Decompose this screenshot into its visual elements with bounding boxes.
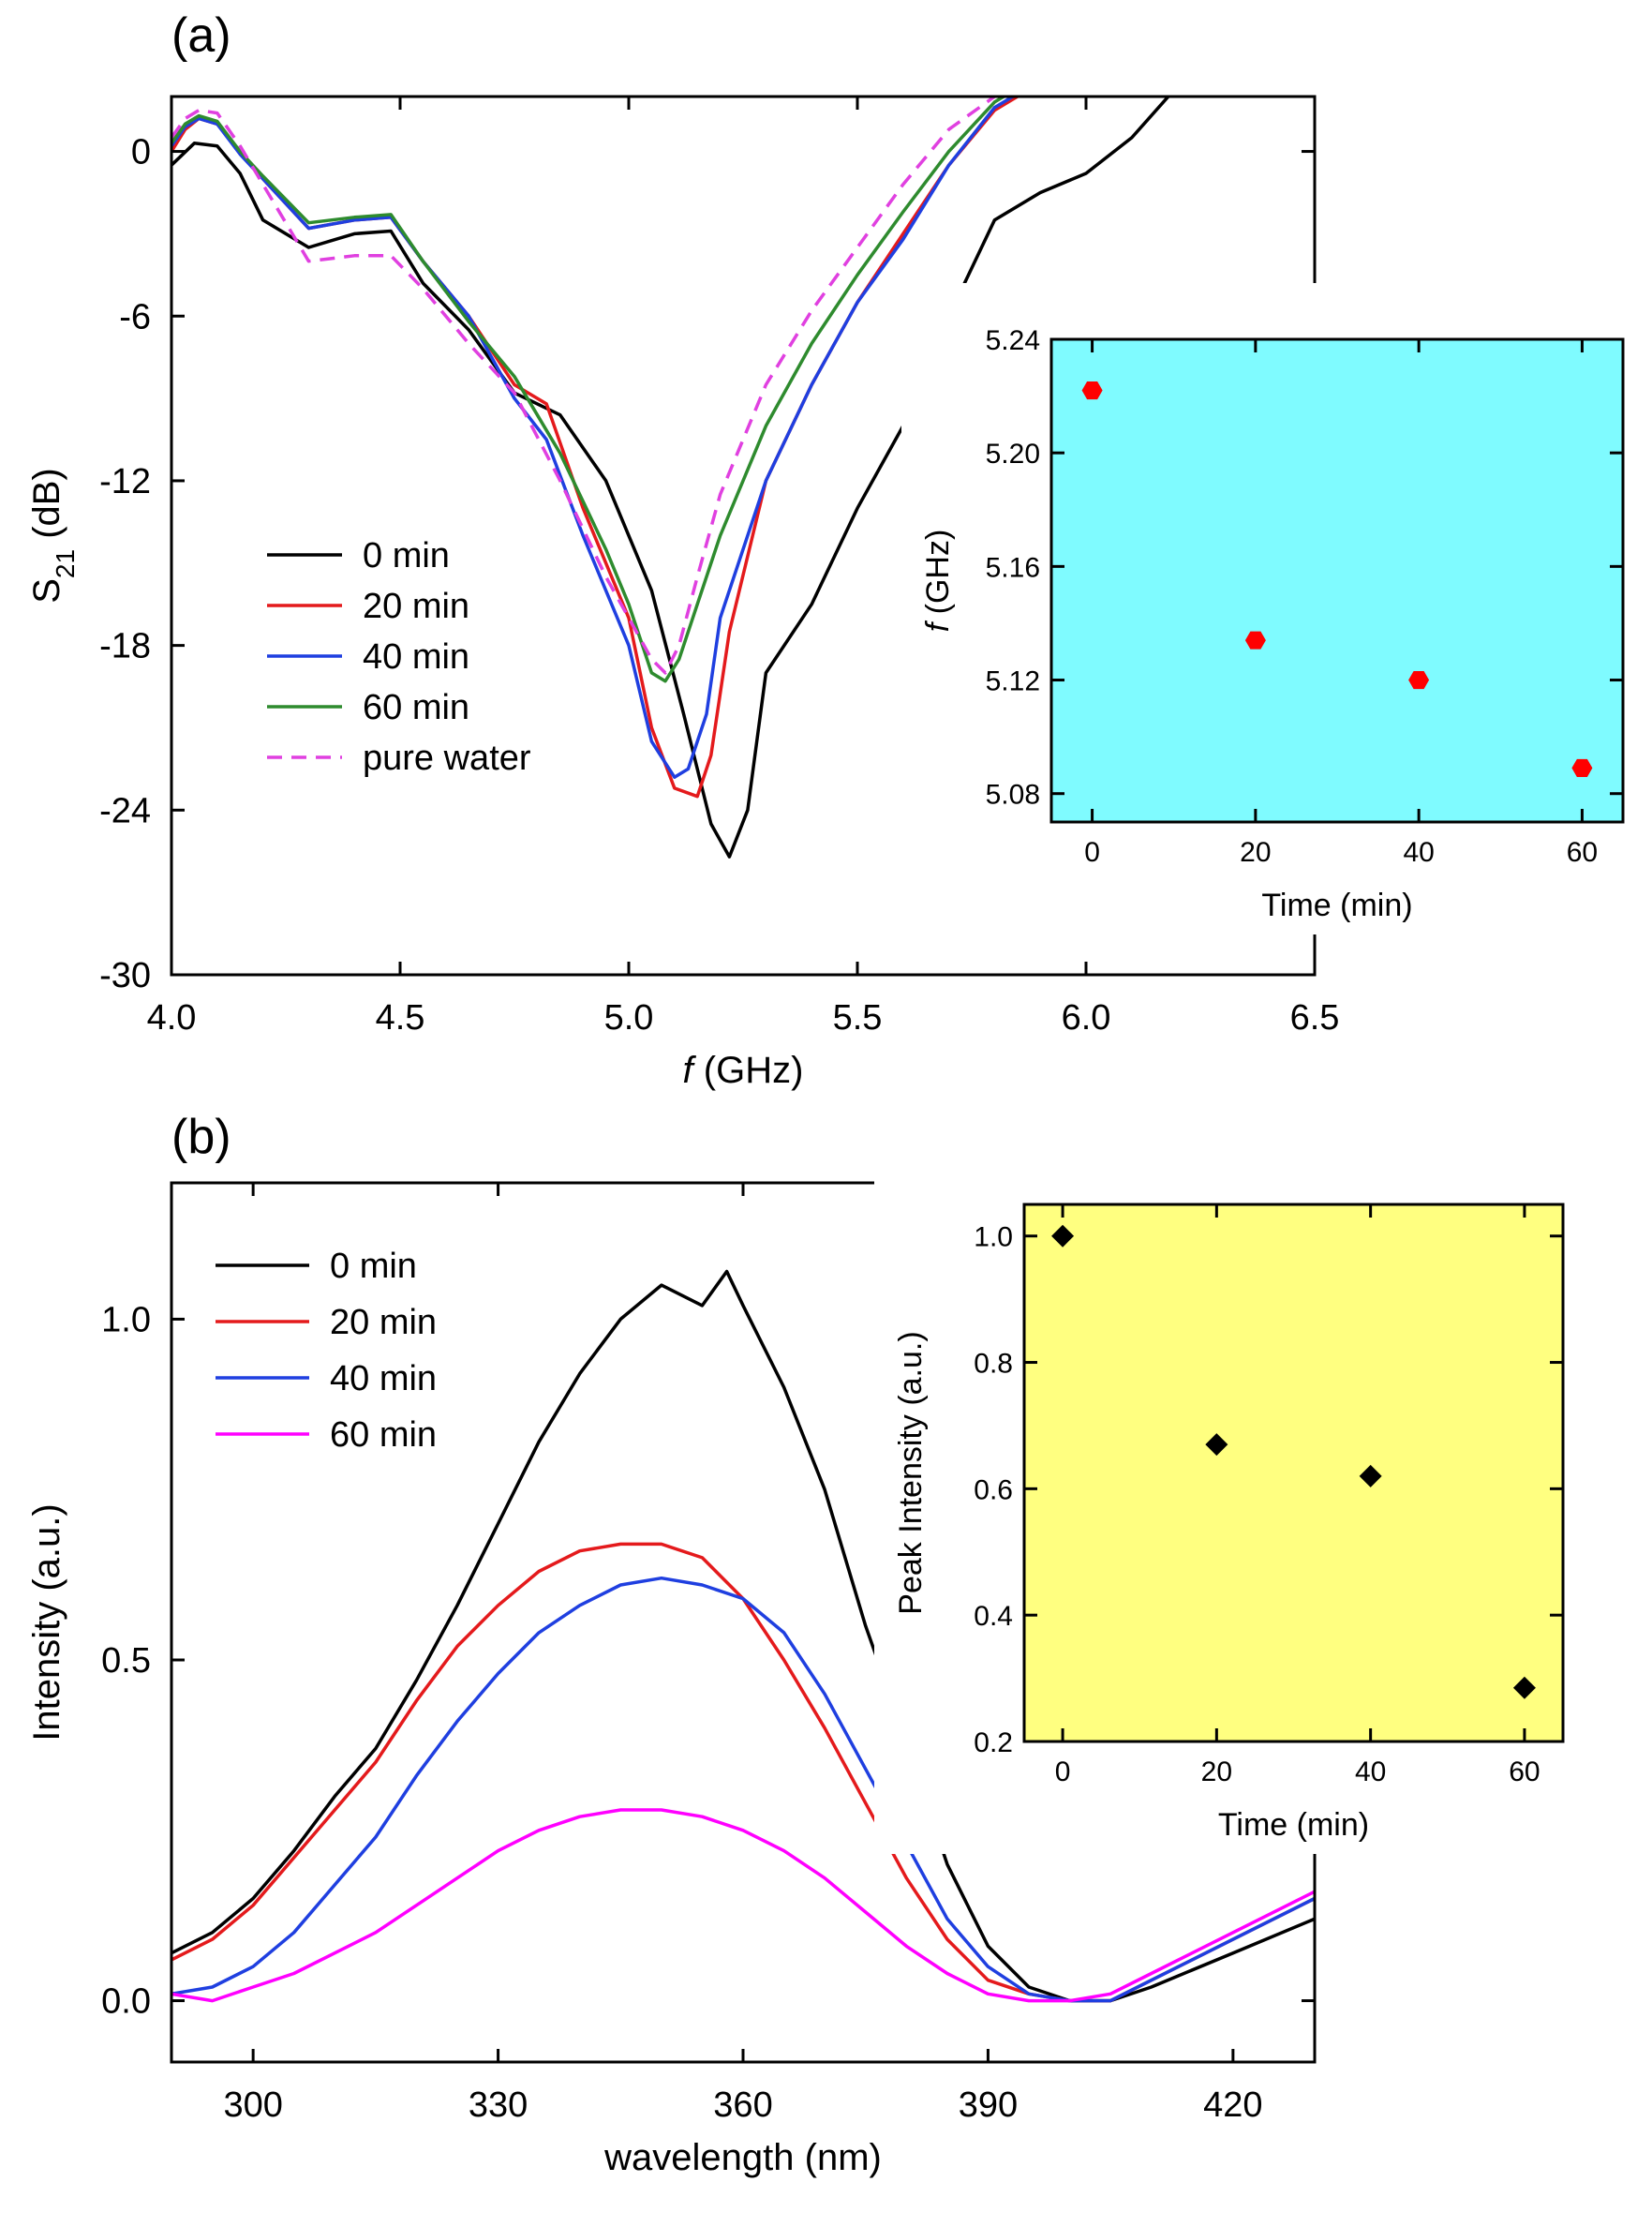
x-tick-label: 20 bbox=[1201, 1756, 1232, 1787]
x-tick-label: 40 bbox=[1355, 1756, 1386, 1787]
inset-point bbox=[1571, 758, 1593, 777]
series-group bbox=[171, 1269, 1315, 2003]
legend-label: 60 min bbox=[330, 1415, 437, 1455]
x-tick-label: 60 bbox=[1509, 1756, 1540, 1787]
y-tick-label: 5.12 bbox=[986, 666, 1040, 697]
panel-label: (a) bbox=[171, 8, 231, 63]
x-tick-label: 20 bbox=[1240, 837, 1271, 868]
x-tick-label: 0 bbox=[1055, 1756, 1071, 1787]
legend-label: 20 min bbox=[363, 587, 469, 626]
x-axis-label: wavelength (nm) bbox=[603, 2137, 882, 2178]
x-tick-label: 360 bbox=[713, 2085, 772, 2125]
y-tick-label: 0.2 bbox=[974, 1727, 1013, 1758]
x-tick-label: 420 bbox=[1203, 2085, 1262, 2125]
inset-y-axis-label: f (GHz) bbox=[920, 530, 956, 633]
inset-frame bbox=[1022, 1203, 1565, 1743]
inset-frame bbox=[1049, 337, 1625, 824]
y-tick-label: 0.4 bbox=[974, 1601, 1013, 1632]
y-tick-label: 0.6 bbox=[974, 1474, 1013, 1505]
inset-y-axis-label-rest: (GHz) bbox=[920, 530, 956, 623]
y-tick-label: 5.24 bbox=[986, 325, 1040, 356]
x-tick-label: 5.0 bbox=[604, 998, 654, 1038]
legend: 0 min 20 min 40 min 60 min bbox=[216, 1247, 437, 1455]
legend-label: 40 min bbox=[330, 1359, 437, 1398]
series-line-60-min bbox=[171, 1808, 1315, 2003]
y-tick-label: 0 bbox=[131, 133, 151, 172]
panel-label: (b) bbox=[171, 1110, 231, 1164]
panel-a: (a) 4.0 4.5 5.0 5.5 6.0 6.5 0 -6 -12 -18 -24 -30 f (G… bbox=[26, 8, 1652, 1091]
series-line-0-min bbox=[171, 97, 1170, 859]
y-tick-label: 1.0 bbox=[101, 1300, 151, 1339]
series-line-40-min bbox=[171, 97, 1014, 779]
y-tick-label: 5.08 bbox=[986, 780, 1040, 811]
y-axis-label: Intensity (a.u.) bbox=[26, 1503, 67, 1741]
panel-b: (b) 300 330 360 390 420 0.0 0.5 1.0 wavelength (n… bbox=[26, 1110, 1600, 2178]
x-axis-label: f (GHz) bbox=[683, 1050, 804, 1091]
x-tick-label: 5.5 bbox=[833, 998, 883, 1038]
y-axis-label-sub: 21 bbox=[51, 549, 80, 578]
y-axis-label-rest: (dB) bbox=[26, 468, 67, 549]
series-line-0-min bbox=[171, 1269, 1315, 2003]
inset-x-axis-label: Time (min) bbox=[1218, 1807, 1369, 1843]
x-tick-label: 4.5 bbox=[376, 998, 425, 1038]
y-tick-label: 5.20 bbox=[986, 439, 1040, 470]
legend-label: 40 min bbox=[363, 637, 469, 677]
x-tick-label: 0 bbox=[1084, 837, 1100, 868]
x-tick-label: 330 bbox=[469, 2085, 528, 2125]
inset-point bbox=[1359, 1464, 1382, 1487]
inset-point bbox=[1244, 631, 1266, 650]
x-tick-label: 6.5 bbox=[1290, 998, 1340, 1038]
y-tick-label: 0.8 bbox=[974, 1349, 1013, 1380]
legend-label: 0 min bbox=[330, 1247, 417, 1286]
y-tick-label: 1.0 bbox=[974, 1222, 1013, 1253]
y-tick-label: -30 bbox=[99, 956, 151, 995]
legend-label: pure water bbox=[363, 739, 531, 778]
y-tick-label: 0.0 bbox=[101, 1982, 151, 2022]
inset-y-axis-label: Peak Intensity (a.u.) bbox=[893, 1331, 929, 1614]
x-tick-label: 40 bbox=[1403, 837, 1434, 868]
x-tick-label: 60 bbox=[1567, 837, 1598, 868]
legend-label: 60 min bbox=[363, 688, 469, 727]
inset-point bbox=[1408, 671, 1430, 690]
series-group bbox=[171, 97, 1170, 859]
inset-point bbox=[1205, 1433, 1228, 1457]
series-line-40-min bbox=[171, 1576, 1315, 2003]
y-axis-label-main: S bbox=[26, 578, 67, 604]
y-tick-label: 5.16 bbox=[986, 552, 1040, 583]
legend-label: 0 min bbox=[363, 536, 450, 575]
x-tick-label: 4.0 bbox=[147, 998, 197, 1038]
series-line-pure-water bbox=[171, 97, 996, 675]
inset-point bbox=[1051, 1224, 1075, 1248]
legend-label: 20 min bbox=[330, 1303, 437, 1342]
inset-point bbox=[1081, 381, 1103, 400]
x-tick-label: 6.0 bbox=[1062, 998, 1111, 1038]
legend: 0 min 20 min 40 min 60 min pure water bbox=[267, 536, 531, 778]
y-axis-label: S21 (dB) bbox=[26, 468, 80, 604]
x-tick-label: 300 bbox=[223, 2085, 282, 2125]
y-tick-label: -12 bbox=[99, 462, 151, 501]
series-line-60-min bbox=[171, 97, 1005, 683]
y-tick-label: -6 bbox=[119, 297, 151, 336]
inset-point bbox=[1512, 1676, 1536, 1699]
x-axis-label-rest: (GHz) bbox=[693, 1050, 804, 1091]
inset-x-axis-label: Time (min) bbox=[1261, 888, 1412, 923]
y-tick-label: -18 bbox=[99, 627, 151, 666]
x-tick-label: 390 bbox=[959, 2085, 1018, 2125]
y-tick-label: 0.5 bbox=[101, 1641, 151, 1681]
inset: 0 20 40 60 0.2 0.4 0.6 0.8 1.0 Time (min) Peak Int… bbox=[874, 1148, 1600, 1854]
y-tick-label: -24 bbox=[99, 791, 151, 830]
inset: 0 20 40 60 5.08 5.12 5.16 5.20 5.24 Time (min) f (… bbox=[901, 283, 1652, 934]
